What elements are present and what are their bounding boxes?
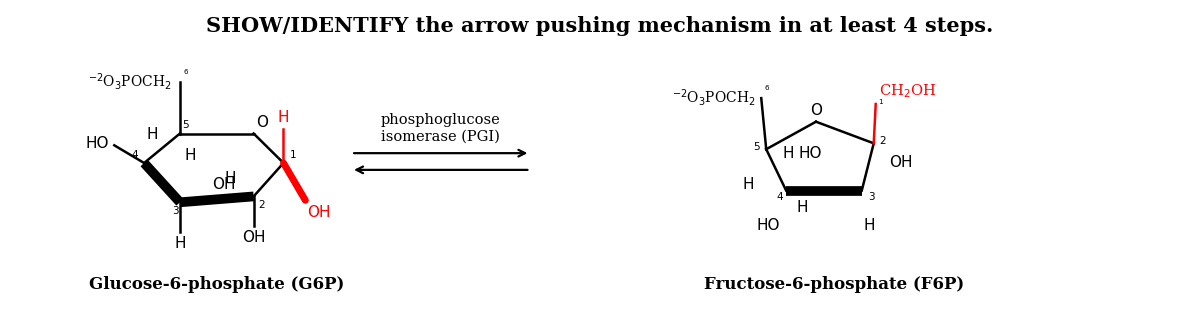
Text: 1: 1	[289, 150, 296, 160]
Text: $^6$: $^6$	[182, 70, 190, 79]
Text: 4: 4	[132, 150, 138, 160]
Text: H: H	[743, 177, 754, 192]
Text: OH: OH	[307, 205, 331, 220]
Text: 5: 5	[754, 142, 761, 152]
Text: H: H	[184, 148, 196, 163]
Text: 3: 3	[173, 206, 179, 216]
Text: H: H	[796, 200, 808, 215]
Text: H: H	[146, 127, 158, 142]
Text: HO: HO	[85, 136, 109, 151]
Text: Fructose-6-phosphate (F6P): Fructose-6-phosphate (F6P)	[703, 276, 964, 293]
Text: 3: 3	[868, 192, 875, 202]
Text: OH: OH	[242, 230, 265, 245]
Text: HO: HO	[756, 218, 780, 233]
Text: 5: 5	[182, 120, 188, 130]
Text: 2: 2	[880, 136, 887, 146]
Text: Glucose-6-phosphate (G6P): Glucose-6-phosphate (G6P)	[89, 276, 344, 293]
Text: H: H	[174, 236, 186, 251]
Text: H: H	[782, 146, 793, 161]
Text: $^6$: $^6$	[764, 85, 770, 95]
Text: phosphoglucose
isomerase (PGI): phosphoglucose isomerase (PGI)	[380, 113, 500, 143]
Text: 4: 4	[776, 192, 784, 202]
Text: HO: HO	[798, 146, 822, 161]
Text: SHOW/IDENTIFY the arrow pushing mechanism in at least 4 steps.: SHOW/IDENTIFY the arrow pushing mechanis…	[206, 16, 994, 35]
Text: $^{-2}$O$_3$POCH$_2$: $^{-2}$O$_3$POCH$_2$	[89, 71, 172, 92]
Text: O: O	[810, 103, 822, 118]
Text: CH$_2$OH: CH$_2$OH	[878, 82, 936, 100]
Text: $^1$: $^1$	[877, 99, 883, 109]
Text: H: H	[224, 171, 235, 186]
Text: H: H	[864, 218, 876, 233]
Text: OH: OH	[889, 155, 912, 171]
Text: 2: 2	[258, 200, 265, 210]
Text: H: H	[277, 110, 289, 125]
Text: $^{-2}$O$_3$POCH$_2$: $^{-2}$O$_3$POCH$_2$	[672, 87, 755, 108]
Text: OH: OH	[212, 177, 235, 192]
Text: O: O	[257, 115, 269, 130]
